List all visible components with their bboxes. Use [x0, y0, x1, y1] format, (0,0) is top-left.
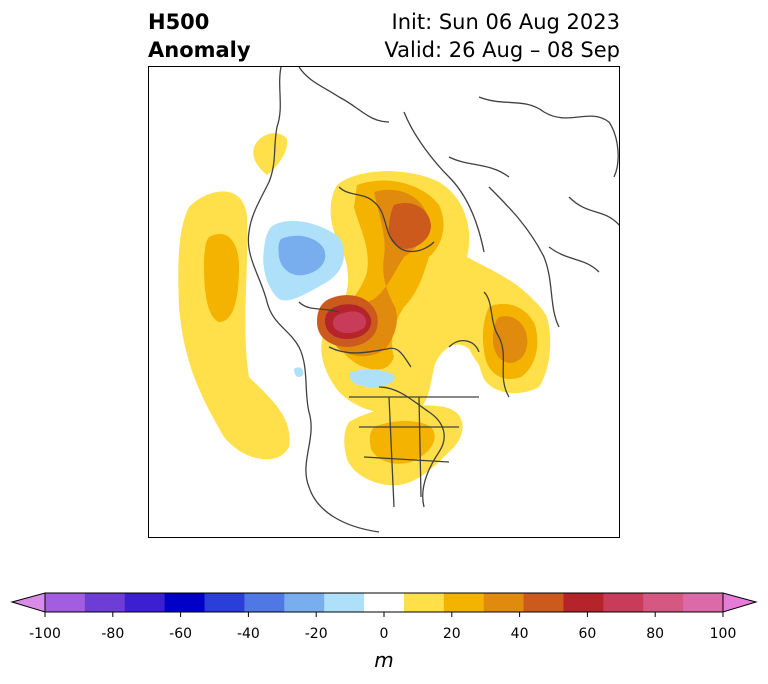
- colorbar-tick-label: -80: [101, 626, 125, 642]
- colorbar-segment: [483, 593, 525, 612]
- colorbar-segment: [443, 593, 485, 612]
- colorbar-segment: [364, 593, 405, 612]
- title-line-anomaly: Anomaly: [148, 38, 251, 62]
- anomaly-neg-10-lakes: [349, 369, 395, 387]
- anomaly-pos-20-us: [369, 421, 435, 464]
- colorbar-tick-label: 80: [646, 626, 665, 642]
- colorbar-unit: m: [374, 648, 394, 672]
- anomaly-pos-20-west: [204, 233, 239, 322]
- colorbar: [10, 592, 758, 617]
- map-title: H500 Anomaly: [148, 8, 251, 64]
- valid-date: Valid: 26 Aug – 08 Sep: [384, 38, 620, 62]
- colorbar-segment: [45, 593, 86, 612]
- anomaly-pos-60-hudson: [333, 311, 367, 333]
- anomaly-map: [148, 66, 620, 538]
- colorbar-tick-label: 40: [510, 626, 529, 642]
- map-dates: Init: Sun 06 Aug 2023 Valid: 26 Aug – 08…: [384, 8, 620, 64]
- colorbar-tick-label: 0: [379, 626, 389, 642]
- colorbar-ticks: [44, 612, 724, 617]
- colorbar-arrow-min: [10, 592, 46, 613]
- colorbar-segment: [603, 593, 644, 612]
- colorbar-tick-label: -60: [169, 626, 193, 642]
- colorbar-segment: [523, 593, 564, 612]
- colorbar-tick-label: -20: [304, 626, 328, 642]
- colorbar-segment: [324, 593, 365, 612]
- colorbar-segments: [44, 592, 724, 613]
- anomaly-pos-30-east: [492, 316, 528, 363]
- anomaly-neg-20-canada: [278, 235, 326, 276]
- map-canvas: [178, 67, 619, 533]
- colorbar-segment: [643, 593, 684, 612]
- colorbar-segment: [244, 593, 285, 612]
- coastlines: [247, 67, 619, 533]
- colorbar-tick-label: -100: [29, 626, 61, 642]
- colorbar-segment: [84, 593, 126, 612]
- anomaly-pos-10-alaska: [253, 133, 288, 175]
- colorbar-segment: [284, 593, 325, 612]
- anomaly-pos-40-greenland: [388, 203, 431, 249]
- init-date: Init: Sun 06 Aug 2023: [391, 10, 620, 34]
- colorbar-arrow-max: [722, 592, 758, 613]
- colorbar-segment: [164, 593, 206, 612]
- colorbar-segment: [204, 593, 245, 612]
- colorbar-segment: [563, 593, 604, 612]
- colorbar-tick-label: 60: [578, 626, 597, 642]
- colorbar-tick-label: 20: [442, 626, 461, 642]
- colorbar-tick-label: -40: [236, 626, 260, 642]
- colorbar-tick-label: 100: [709, 626, 737, 642]
- title-line-variable: H500: [148, 10, 210, 34]
- anomaly-neg-10-pacific: [294, 367, 304, 377]
- colorbar-segment: [683, 593, 724, 612]
- colorbar-segment: [403, 593, 445, 612]
- colorbar-segment: [124, 593, 166, 612]
